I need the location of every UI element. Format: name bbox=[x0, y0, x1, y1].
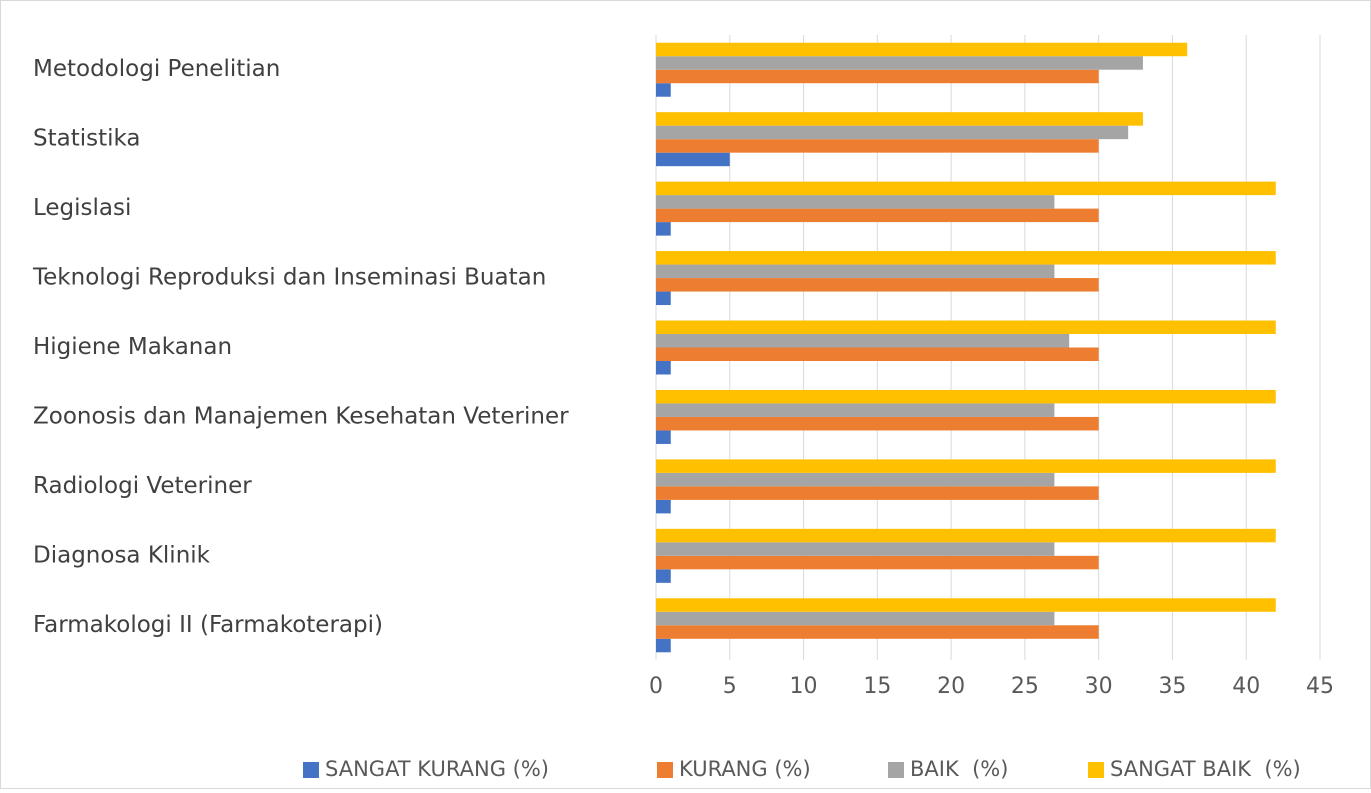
bar bbox=[656, 222, 671, 236]
bar bbox=[656, 56, 1143, 70]
bar bbox=[656, 403, 1055, 417]
bar bbox=[656, 195, 1055, 209]
y-tick-label: Teknologi Reproduksi dan Inseminasi Buat… bbox=[32, 265, 546, 291]
bar bbox=[656, 320, 1276, 334]
bar bbox=[656, 264, 1055, 279]
bar bbox=[656, 139, 1099, 153]
legend-swatch bbox=[888, 762, 904, 778]
bar bbox=[656, 611, 1055, 626]
bar bbox=[656, 361, 671, 375]
bar bbox=[656, 486, 1099, 500]
bar bbox=[656, 125, 1129, 140]
bar bbox=[656, 278, 1099, 292]
legend-label: KURANG (%) bbox=[679, 757, 811, 781]
bar bbox=[656, 251, 1276, 265]
y-tick-label: Legislasi bbox=[33, 195, 131, 221]
bar bbox=[656, 472, 1055, 487]
x-tick-label: 15 bbox=[863, 674, 891, 699]
bar bbox=[656, 208, 1099, 223]
bar bbox=[656, 334, 1070, 348]
bar bbox=[656, 389, 1276, 404]
x-tick-label: 30 bbox=[1085, 674, 1113, 699]
legend-label: SANGAT KURANG (%) bbox=[325, 757, 549, 781]
bar bbox=[656, 459, 1276, 473]
x-tick-label: 40 bbox=[1232, 674, 1260, 699]
bar bbox=[656, 416, 1099, 431]
y-tick-label: Farmakologi II (Farmakoterapi) bbox=[33, 612, 383, 638]
bar bbox=[656, 291, 671, 306]
x-tick-label: 45 bbox=[1306, 674, 1334, 699]
bar bbox=[656, 638, 671, 653]
bar bbox=[656, 430, 671, 444]
x-tick-label: 35 bbox=[1158, 674, 1186, 699]
bar bbox=[656, 83, 671, 97]
legend-swatch bbox=[303, 762, 319, 778]
x-tick-label: 5 bbox=[723, 674, 737, 699]
bar bbox=[656, 542, 1055, 556]
y-tick-label: Diagnosa Klinik bbox=[33, 542, 211, 568]
bar bbox=[656, 42, 1188, 57]
legend-swatch bbox=[657, 762, 673, 778]
bar bbox=[656, 569, 671, 583]
bar bbox=[656, 528, 1276, 543]
x-tick-label: 0 bbox=[649, 674, 663, 699]
y-tick-label: Radiologi Veteriner bbox=[33, 473, 252, 499]
legend-label: BAIK (%) bbox=[910, 757, 1008, 781]
bar bbox=[656, 152, 730, 167]
y-tick-label: Higiene Makanan bbox=[33, 334, 232, 360]
bar bbox=[656, 347, 1099, 361]
x-tick-label: 25 bbox=[1011, 674, 1039, 699]
bar bbox=[656, 69, 1099, 84]
x-tick-label: 10 bbox=[790, 674, 818, 699]
y-tick-label: Zoonosis dan Manajemen Kesehatan Veterin… bbox=[33, 403, 569, 429]
y-tick-label: Statistika bbox=[33, 126, 141, 152]
y-tick-label: Metodologi Penelitian bbox=[33, 56, 280, 82]
bar bbox=[656, 625, 1099, 639]
bar bbox=[656, 499, 671, 514]
bar bbox=[656, 181, 1276, 196]
x-tick-label: 20 bbox=[937, 674, 965, 699]
legend-label: SANGAT BAIK (%) bbox=[1110, 757, 1301, 781]
bar bbox=[656, 598, 1276, 612]
bar bbox=[656, 112, 1143, 126]
legend-swatch bbox=[1088, 762, 1104, 778]
bar bbox=[656, 555, 1099, 570]
